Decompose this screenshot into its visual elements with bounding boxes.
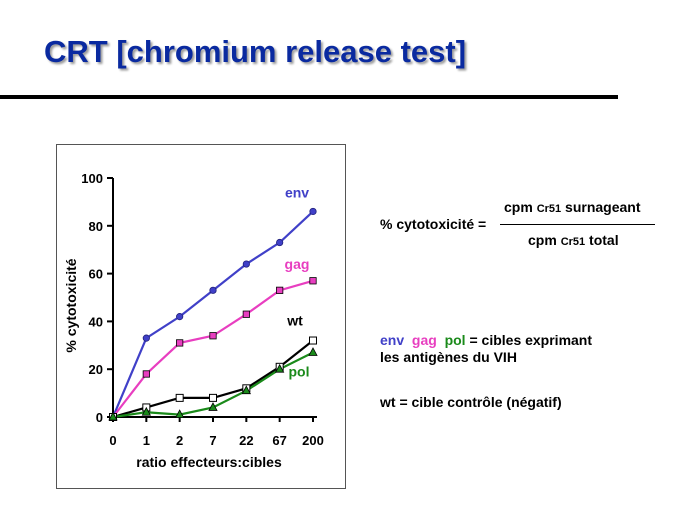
x-tick-label: 22: [239, 433, 253, 448]
data-point-env: [176, 313, 184, 321]
data-point-pol: [308, 347, 318, 356]
x-tick-label: 200: [302, 433, 324, 448]
data-point-wt: [209, 393, 217, 402]
data-point-gag: [309, 277, 317, 285]
data-point-wt: [309, 336, 317, 345]
legend-env-term: env: [380, 332, 405, 348]
data-point-pol: [241, 385, 251, 395]
data-point-gag: [176, 339, 184, 347]
data-point-env: [309, 207, 317, 216]
chart-frame: [56, 144, 346, 489]
series-label-pol: pol: [289, 363, 310, 379]
legend-explanation-line1: env gag pol = cibles exprimant: [380, 332, 592, 348]
x-axis-label: ratio effecteurs:cibles: [136, 454, 282, 470]
data-point-pol: [108, 411, 118, 421]
numerator-isotope: Cr51: [536, 203, 562, 215]
y-tick-label: 100: [81, 171, 103, 186]
data-point-gag: [142, 370, 150, 378]
title-divider: [0, 95, 618, 99]
series-label-env: env: [285, 184, 309, 200]
y-axis-label: % cytotoxicité: [63, 258, 79, 352]
y-tick-label: 80: [89, 219, 103, 234]
data-point-env: [276, 238, 284, 247]
data-point-pol: [274, 363, 285, 373]
denominator-suffix: total: [585, 232, 619, 248]
formula-label: % cytotoxicité =: [380, 216, 487, 232]
data-point-env: [209, 286, 217, 294]
legend-explanation-line2: les antigènes du VIH: [380, 349, 517, 365]
data-point-gag: [209, 332, 217, 340]
y-tick-label: 40: [89, 314, 103, 329]
data-point-wt: [175, 393, 184, 402]
legend-line1-rest: = cibles exprimant: [469, 332, 593, 348]
numerator-suffix: surnageant: [561, 199, 641, 215]
denominator-prefix: cpm: [528, 232, 561, 248]
data-point-env: [142, 334, 150, 342]
formula-numerator: cpm Cr51 surnageant: [504, 199, 641, 215]
x-tick-label: 0: [109, 433, 116, 448]
y-tick-label: 60: [89, 267, 103, 282]
legend-gag-term: gag: [411, 332, 437, 348]
data-point-pol: [141, 406, 151, 416]
y-tick-label: 0: [96, 410, 103, 425]
data-point-pol: [208, 402, 218, 411]
fraction-bar: [500, 224, 655, 225]
data-point-pol: [175, 409, 185, 419]
slide-title: CRT [chromium release test]: [44, 34, 467, 69]
x-tick-label: 2: [176, 433, 183, 448]
numerator-prefix: cpm: [504, 199, 537, 215]
x-tick-label: 7: [209, 433, 216, 448]
data-point-gag: [242, 310, 250, 318]
formula-denominator: cpm Cr51 total: [528, 232, 619, 248]
series-label-gag: gag: [285, 256, 310, 272]
data-point-env: [242, 260, 250, 268]
denominator-isotope: Cr51: [560, 236, 586, 248]
x-tick-label: 1: [143, 433, 150, 448]
legend-pol-term: pol: [444, 332, 466, 348]
data-point-gag: [276, 286, 284, 294]
series-label-wt: wt: [286, 313, 303, 329]
x-tick-label: 67: [272, 433, 286, 448]
wt-explanation: wt = cible contrôle (négatif): [380, 394, 562, 410]
y-tick-label: 20: [89, 362, 103, 377]
